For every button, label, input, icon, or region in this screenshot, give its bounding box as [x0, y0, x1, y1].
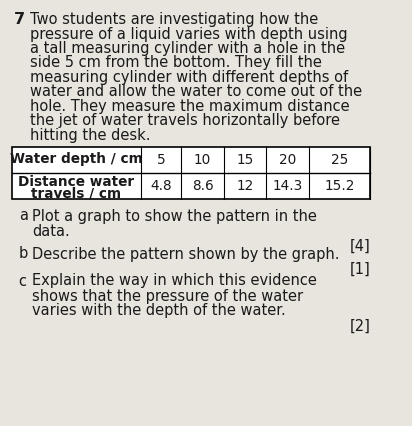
Bar: [12, 147, 370, 199]
Text: [2]: [2]: [349, 319, 370, 334]
Text: a tall measuring cylinder with a hole in the: a tall measuring cylinder with a hole in…: [30, 41, 346, 56]
Text: 14.3: 14.3: [272, 178, 303, 193]
Text: c: c: [19, 273, 27, 288]
Text: Explain the way in which this evidence: Explain the way in which this evidence: [32, 273, 317, 288]
Text: 7: 7: [14, 12, 25, 27]
Text: side 5 cm from the bottom. They fill the: side 5 cm from the bottom. They fill the: [30, 55, 322, 70]
Text: varies with the depth of the water.: varies with the depth of the water.: [32, 303, 286, 319]
Text: Plot a graph to show the pattern in the: Plot a graph to show the pattern in the: [32, 208, 317, 224]
Text: 15.2: 15.2: [324, 178, 355, 193]
Text: Water depth / cm: Water depth / cm: [10, 153, 143, 167]
Bar: [12, 147, 370, 199]
Text: Two students are investigating how the: Two students are investigating how the: [30, 12, 319, 27]
Text: Distance water: Distance water: [19, 175, 135, 188]
Text: hole. They measure the maximum distance: hole. They measure the maximum distance: [30, 99, 350, 114]
Text: b: b: [19, 247, 28, 262]
Text: Describe the pattern shown by the graph.: Describe the pattern shown by the graph.: [32, 247, 340, 262]
Text: shows that the pressure of the water: shows that the pressure of the water: [32, 288, 303, 303]
Text: [4]: [4]: [349, 239, 370, 253]
Text: 10: 10: [194, 153, 211, 167]
Text: a: a: [19, 208, 28, 224]
Text: measuring cylinder with different depths of: measuring cylinder with different depths…: [30, 70, 349, 85]
Text: 12: 12: [236, 178, 254, 193]
Text: the jet of water travels horizontally before: the jet of water travels horizontally be…: [30, 113, 340, 129]
Text: [1]: [1]: [349, 262, 370, 276]
Text: 5: 5: [157, 153, 165, 167]
Text: water and allow the water to come out of the: water and allow the water to come out of…: [30, 84, 363, 100]
Text: 4.8: 4.8: [150, 178, 172, 193]
Text: 8.6: 8.6: [192, 178, 213, 193]
Text: travels / cm: travels / cm: [31, 187, 122, 201]
Text: pressure of a liquid varies with depth using: pressure of a liquid varies with depth u…: [30, 26, 348, 41]
Text: 20: 20: [279, 153, 296, 167]
Text: 15: 15: [236, 153, 254, 167]
Text: hitting the desk.: hitting the desk.: [30, 128, 151, 143]
Text: 25: 25: [331, 153, 348, 167]
Text: data.: data.: [32, 224, 70, 239]
